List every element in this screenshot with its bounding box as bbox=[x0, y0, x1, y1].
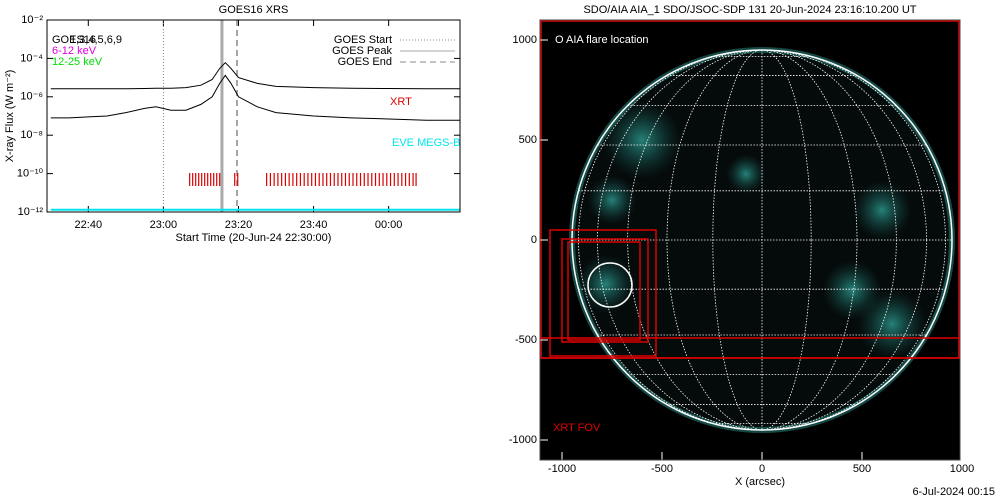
flare-legend: O AIA flare location bbox=[555, 34, 649, 46]
solar-image bbox=[540, 20, 960, 433]
timestamp: 6-Jul-2024 00:15 bbox=[912, 486, 995, 498]
x-tick-label: 23:00 bbox=[150, 219, 178, 231]
y-tick-label: 10⁻¹² bbox=[18, 206, 44, 218]
y-tick-label: -500 bbox=[515, 334, 537, 346]
x-tick-label: -1000 bbox=[548, 463, 576, 475]
eve-label: EVE MEGS-B bbox=[392, 137, 460, 149]
chart-title: GOES16 XRS bbox=[219, 4, 289, 16]
flare-location bbox=[587, 262, 633, 308]
channel-label: 12-25 keV bbox=[52, 56, 103, 68]
legend-label: GOES Peak bbox=[332, 45, 392, 57]
aia-plot: O AIA flare location XRT FOV SDO/AIA AIA_1… bbox=[509, 4, 995, 498]
x-tick-label: -500 bbox=[651, 463, 673, 475]
channel-label: 1,3,4,5,6,9 bbox=[70, 34, 122, 46]
fov-label: XRT FOV bbox=[553, 422, 601, 434]
flux-curve bbox=[50, 61, 460, 90]
active-region bbox=[576, 254, 636, 314]
y-tick-label: 10⁻² bbox=[21, 14, 43, 26]
active-region bbox=[602, 100, 682, 180]
y-tick-label: 10⁻⁴ bbox=[20, 52, 43, 64]
xrt-fov-box bbox=[549, 229, 657, 357]
plot-frame bbox=[539, 19, 961, 461]
flux-curve bbox=[50, 74, 460, 121]
longitude-line bbox=[627, 49, 897, 431]
y-tick-label: 10⁻⁶ bbox=[20, 91, 43, 103]
x-axis-label: Start Time (20-Jun-24 22:30:00) bbox=[176, 232, 332, 244]
x-tick-label: 22:40 bbox=[75, 219, 103, 231]
y-tick-label: 0 bbox=[531, 234, 537, 246]
xrt-fov-box bbox=[561, 238, 649, 343]
active-region bbox=[822, 260, 882, 320]
active-region bbox=[726, 154, 766, 194]
x-tick-label: 0 bbox=[759, 463, 765, 475]
xrt-fov-box bbox=[567, 241, 641, 341]
active-region bbox=[852, 180, 912, 240]
y-tick-label: 500 bbox=[519, 134, 537, 146]
x-tick-label: 23:40 bbox=[300, 219, 328, 231]
legend-label: GOES Start bbox=[334, 34, 392, 46]
y-axis-label: X-ray Flux (W m⁻²) bbox=[4, 70, 16, 163]
x-axis-label: X (arcsec) bbox=[735, 476, 785, 488]
goes-plot: GOES16 XRS Start Time (20-Jun-24 22:30:00… bbox=[4, 4, 461, 244]
legend-label: GOES End bbox=[338, 56, 392, 68]
x-tick-label: 500 bbox=[853, 463, 871, 475]
channel-label: GOES16 bbox=[52, 34, 96, 46]
x-tick-label: 1000 bbox=[950, 463, 974, 475]
y-tick-label: 10⁻¹⁰ bbox=[17, 168, 44, 180]
longitude-line bbox=[666, 49, 858, 431]
x-tick-label: 00:00 bbox=[375, 219, 403, 231]
channel-label: 6-12 keV bbox=[52, 45, 97, 57]
y-tick-label: 1000 bbox=[513, 34, 537, 46]
chart-title: SDO/AIA AIA_1 SDO/JSOC-SDP 131 20-Jun-20… bbox=[583, 4, 916, 16]
active-region bbox=[587, 175, 637, 225]
xrt-fov-box bbox=[540, 337, 960, 359]
xrt-label: XRT bbox=[390, 96, 412, 108]
y-tick-label: -1000 bbox=[509, 434, 537, 446]
plot-frame bbox=[46, 19, 461, 213]
x-tick-label: 23:20 bbox=[225, 219, 253, 231]
y-tick-label: 10⁻⁸ bbox=[20, 129, 43, 141]
